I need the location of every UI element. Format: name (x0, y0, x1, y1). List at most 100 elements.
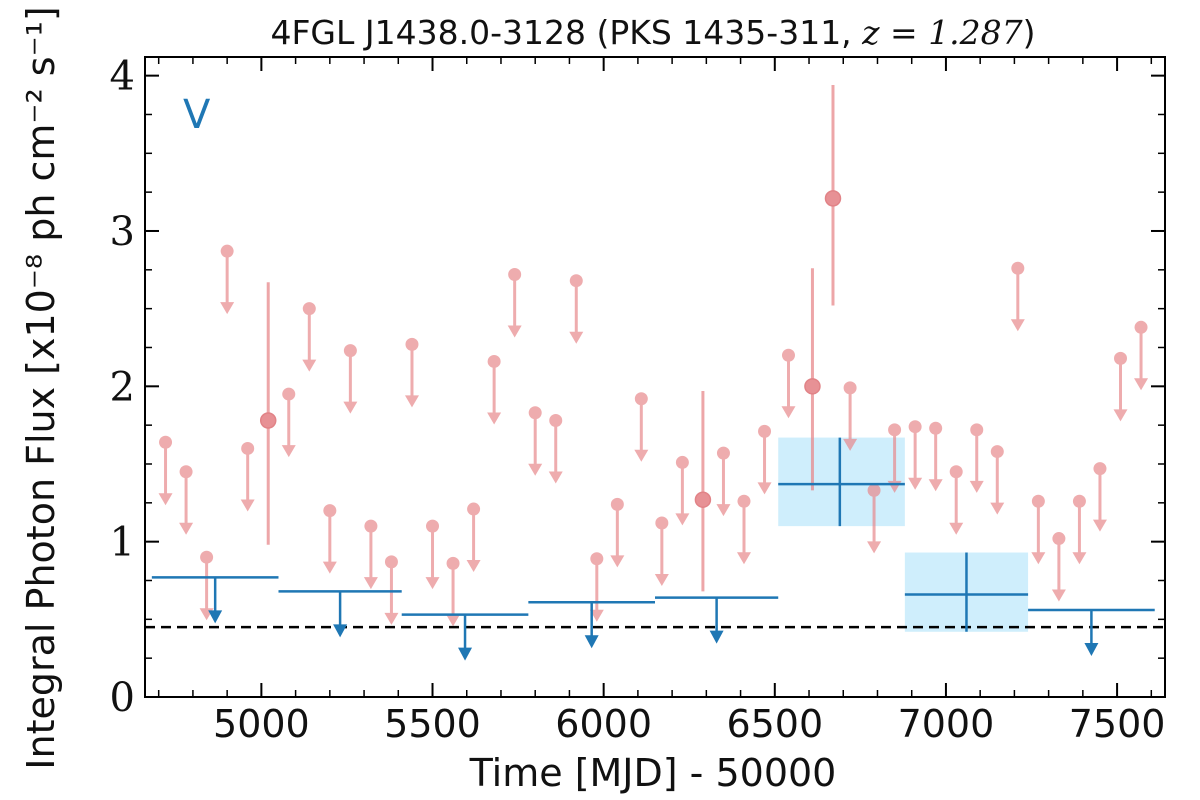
upper-limit-marker (549, 413, 563, 427)
upper-limit-arrowhead (1051, 589, 1066, 602)
detection-marker (694, 491, 712, 508)
upper-limit-arrowhead (1092, 519, 1107, 532)
upper-limit-marker (282, 387, 296, 401)
upper-limit-marker (888, 423, 902, 437)
upper-limit-marker (716, 446, 730, 460)
upper-limit-marker (1031, 494, 1045, 508)
fine-detection-series (259, 84, 842, 592)
upper-limit-marker (384, 555, 398, 569)
upper-limit-arrowhead (1072, 552, 1087, 565)
x-tick-label: 6000 (555, 702, 652, 746)
upper-limit-marker (1114, 351, 1128, 365)
upper-limit-marker (487, 354, 501, 368)
upper-limit-marker (990, 445, 1004, 459)
upper-limit-arrowhead (634, 449, 649, 462)
upper-limit-marker (590, 552, 604, 566)
upper-limit-arrowhead (1031, 552, 1046, 565)
upper-limit-arrowhead (969, 480, 984, 493)
upper-limit-marker (343, 344, 357, 358)
upper-limit-arrowhead (1113, 409, 1128, 422)
upper-limit-arrowhead (363, 577, 378, 590)
title-math: z = 1.287 (861, 13, 1023, 52)
upper-limit-marker (323, 504, 337, 518)
y-tick-label: 2 (110, 364, 135, 410)
upper-limit-marker (634, 392, 648, 406)
binned-upper-limit-arrowhead (1084, 643, 1099, 657)
upper-limit-arrowhead (781, 406, 796, 419)
upper-limit-marker (302, 302, 316, 316)
upper-limit-marker (908, 420, 922, 434)
upper-limit-marker (1134, 320, 1148, 334)
axes-frame (144, 56, 1166, 698)
title-close: ) (1023, 13, 1036, 52)
x-tick-label: 5500 (384, 702, 481, 746)
upper-limit-arrowhead (1134, 378, 1149, 391)
upper-limit-arrowhead (158, 493, 173, 506)
x-tick-label: 5000 (213, 702, 310, 746)
upper-limit-marker (508, 267, 522, 281)
upper-limit-marker (610, 497, 624, 511)
upper-limit-arrowhead (949, 522, 964, 535)
upper-limit-marker (970, 423, 984, 437)
upper-limit-arrowhead (736, 552, 751, 565)
detection-marker (824, 190, 842, 207)
upper-limit-arrowhead (548, 471, 563, 484)
upper-limit-arrowhead (843, 438, 858, 451)
y-axis-label: Integral Photon Flux [x10⁻⁸ ph cm⁻² s⁻¹] (19, 6, 63, 769)
detection-marker (259, 412, 277, 429)
upper-limit-marker (1093, 462, 1107, 476)
upper-limit-marker (949, 465, 963, 479)
upper-limit-marker (467, 502, 481, 516)
upper-limit-arrowhead (487, 412, 502, 425)
upper-limit-marker (929, 421, 943, 435)
upper-limit-marker (528, 406, 542, 420)
upper-limit-arrowhead (240, 499, 255, 512)
upper-limit-arrowhead (908, 477, 923, 490)
upper-limit-arrowhead (675, 513, 690, 526)
x-axis-label: Time [MJD] - 50000 (469, 751, 837, 795)
upper-limit-marker (655, 516, 669, 530)
upper-limit-arrowhead (179, 522, 194, 535)
upper-limit-marker (241, 441, 255, 455)
y-tick-label: 1 (110, 520, 135, 566)
upper-limit-arrowhead (569, 331, 584, 344)
y-tick-label: 4 (110, 54, 135, 100)
title-text: 4FGL J1438.0-3128 (PKS 1435-311, (270, 13, 862, 52)
upper-limit-marker (758, 424, 772, 438)
upper-limit-arrowhead (404, 395, 419, 408)
upper-limit-marker (675, 455, 689, 469)
upper-limit-marker (1072, 494, 1086, 508)
upper-limit-arrowhead (322, 561, 337, 574)
upper-limit-arrowhead (990, 502, 1005, 515)
upper-limit-arrowhead (928, 479, 943, 492)
upper-limit-marker (446, 556, 460, 570)
upper-limit-arrowhead (343, 401, 358, 414)
upper-limit-arrowhead (867, 541, 882, 554)
upper-limit-marker (179, 465, 193, 479)
upper-limit-marker (781, 348, 795, 362)
upper-limit-arrowhead (446, 614, 461, 627)
upper-limit-arrowhead (716, 504, 731, 517)
binned-upper-limit-arrowhead (709, 630, 724, 644)
binned-upper-limit-arrowhead (333, 624, 348, 638)
binned-upper-limit-arrowhead (458, 647, 473, 661)
binned-upper-limit-arrowhead (208, 610, 223, 624)
upper-limit-arrowhead (654, 574, 669, 587)
upper-limit-arrowhead (528, 463, 543, 476)
fine-upper-limit-series (158, 244, 1149, 627)
y-tick-label: 0 (110, 675, 135, 721)
upper-limit-arrowhead (507, 325, 522, 338)
upper-limit-marker (405, 337, 419, 351)
upper-limit-marker (867, 483, 881, 497)
upper-limit-marker (1052, 532, 1066, 546)
upper-limit-arrowhead (589, 609, 604, 622)
upper-limit-marker (220, 244, 234, 258)
upper-limit-arrowhead (384, 612, 399, 625)
upper-limit-marker (426, 519, 440, 533)
upper-limit-arrowhead (302, 359, 317, 372)
upper-limit-arrowhead (425, 577, 440, 590)
upper-limit-marker (843, 381, 857, 395)
upper-limit-arrowhead (281, 445, 296, 458)
y-tick-label: 3 (110, 209, 135, 255)
